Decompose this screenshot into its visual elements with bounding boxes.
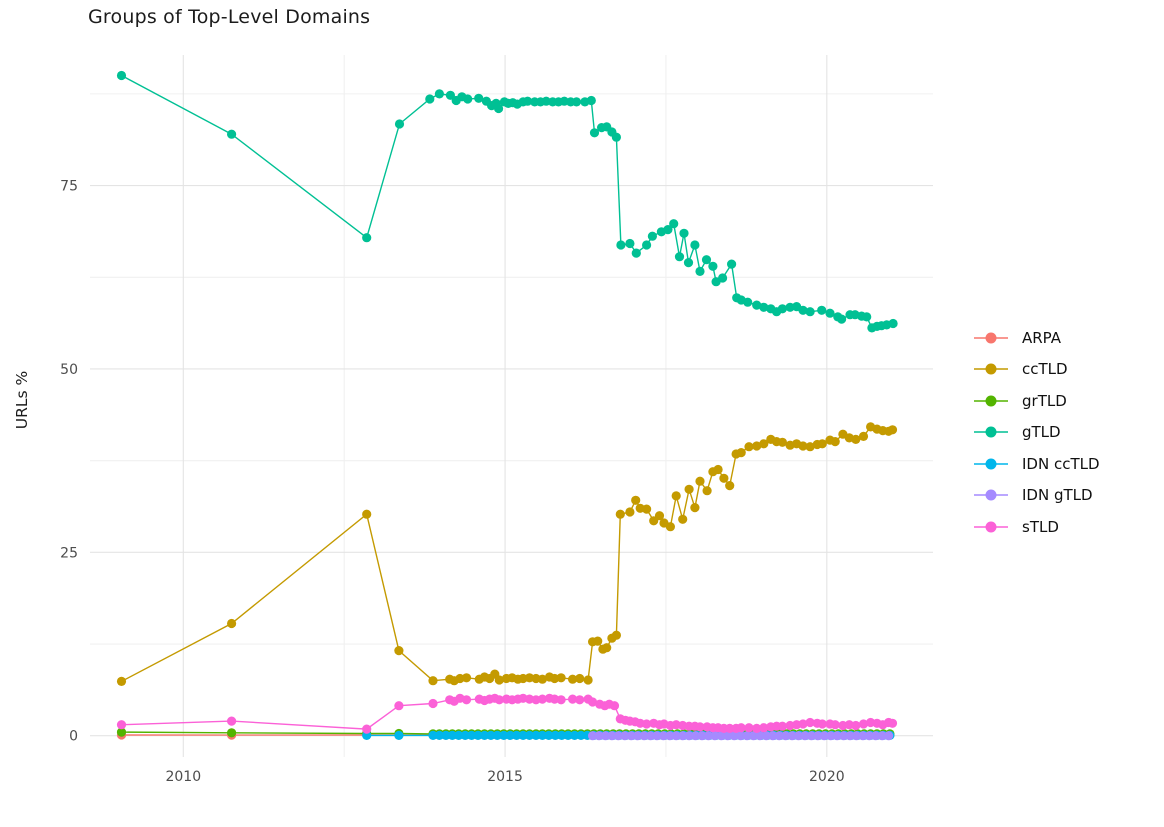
x-tick-label: 2015: [487, 769, 523, 785]
legend-label: IDN ccTLD: [1022, 454, 1100, 473]
legend-label: sTLD: [1022, 517, 1059, 536]
legend-item-idn-cctld: IDN ccTLD: [973, 448, 1100, 480]
x-tick-label: 2010: [165, 769, 201, 785]
series-gtld: [116, 70, 898, 333]
series-idn-gtld: [588, 731, 894, 741]
legend-label: gTLD: [1022, 423, 1061, 442]
legend-key-icon: [974, 458, 1008, 470]
chart-title: Groups of Top-Level Domains: [88, 6, 371, 28]
legend-key-icon: [974, 332, 1008, 344]
series-cctld: [116, 422, 898, 687]
y-tick-label: 0: [69, 729, 78, 745]
x-tick-label: 2020: [809, 769, 845, 785]
legend-key-icon: [974, 363, 1008, 375]
legend-label: grTLD: [1022, 391, 1067, 410]
legend-label: IDN gTLD: [1022, 486, 1093, 505]
legend-key-icon: [974, 489, 1008, 501]
y-tick-label: 75: [60, 179, 78, 195]
legend: ARPA ccTLD grTLD gTLD IDN ccTLD IDN gTLD sTLD: [973, 322, 1100, 543]
legend-item-idn-gtld: IDN gTLD: [973, 480, 1100, 512]
legend-item-gtld: gTLD: [973, 417, 1100, 449]
axis-tick-labels: 0 25 50 75 2010 2015 2020: [60, 179, 844, 785]
gridlines: [90, 55, 933, 757]
legend-key-icon: [974, 395, 1008, 407]
series-stld: [116, 693, 898, 734]
legend-key-icon: [974, 521, 1008, 533]
y-tick-label: 50: [60, 362, 78, 378]
y-tick-label: 25: [60, 545, 78, 561]
legend-label: ARPA: [1022, 328, 1062, 347]
legend-item-arpa: ARPA: [973, 322, 1100, 354]
legend-label: ccTLD: [1022, 360, 1068, 379]
legend-key-icon: [974, 426, 1008, 438]
legend-item-grtld: grTLD: [973, 385, 1100, 417]
legend-item-cctld: ccTLD: [973, 354, 1100, 386]
legend-item-stld: sTLD: [973, 511, 1100, 543]
